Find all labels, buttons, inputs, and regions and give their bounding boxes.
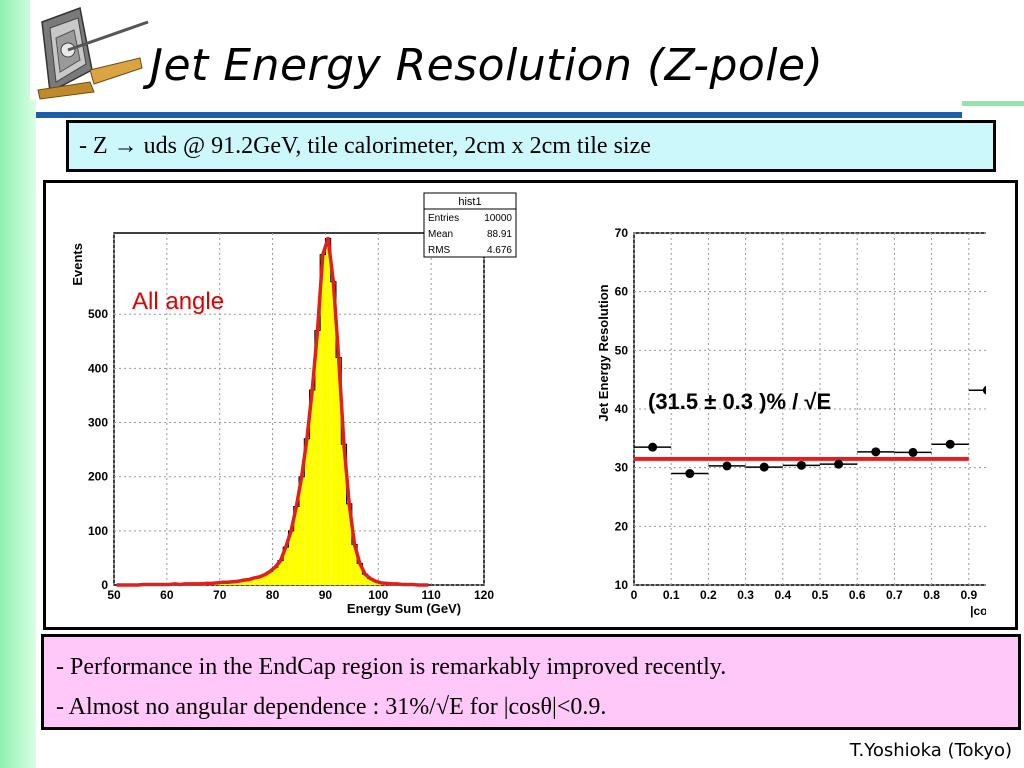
histogram-fit-curve — [116, 236, 429, 587]
histogram-bar — [304, 438, 310, 585]
stats-box — [423, 192, 517, 258]
stats-box-title: hist1 — [458, 196, 481, 208]
histogram-y-axis-label: Events — [70, 243, 85, 286]
detector-logo-image — [30, 0, 150, 100]
resolution-x-tick-label: 0.2 — [700, 588, 717, 602]
resolution-x-tick-label: 0.8 — [923, 588, 940, 602]
resolution-x-tick-label: 0.1 — [663, 588, 680, 602]
histogram-x-tick-label: 120 — [474, 588, 494, 602]
resolution-point — [685, 469, 695, 479]
resolution-y-tick-label: 30 — [615, 461, 629, 475]
resolution-vs-cos-chart: 00.10.20.30.40.50.60.70.80.9110203040506… — [596, 226, 986, 618]
histogram-y-tick-label: 200 — [88, 470, 108, 484]
histogram-bar — [293, 506, 299, 585]
resolution-y-tick-label: 50 — [615, 343, 629, 357]
histogram-bar — [314, 330, 321, 585]
histogram-bar — [251, 577, 257, 585]
resolution-point — [834, 459, 844, 469]
histogram-y-tick-label: 400 — [88, 361, 108, 375]
histogram-bar — [256, 576, 262, 585]
histogram-bar — [240, 580, 247, 585]
histogram-bar — [277, 560, 284, 585]
histogram-bar — [346, 503, 352, 585]
stats-box-label: Entries — [428, 213, 459, 224]
histogram-x-tick-label: 100 — [368, 588, 388, 602]
histogram-bar — [320, 254, 326, 585]
notes-box: - Performance in the EndCap region is re… — [41, 634, 1021, 730]
note-line-1: - Performance in the EndCap region is re… — [56, 654, 727, 680]
histogram-bar — [373, 581, 379, 585]
resolution-y-tick-label: 70 — [615, 226, 629, 240]
resolution-x-axis-label: |cosθ| — [970, 604, 986, 618]
histogram-y-tick-label: 0 — [101, 578, 108, 592]
resolution-point — [759, 462, 769, 472]
resolution-y-tick-label: 40 — [615, 402, 629, 416]
resolution-y-tick-label: 60 — [615, 285, 629, 299]
histogram-x-axis-label: Energy Sum (GeV) — [347, 601, 461, 616]
histogram-x-tick-label: 70 — [213, 588, 227, 602]
histogram-bar — [299, 476, 305, 585]
stats-box-value: 10000 — [484, 213, 512, 224]
histogram-bar — [267, 571, 273, 585]
histogram-x-tick-label: 110 — [421, 588, 441, 602]
stats-box-value: 4.676 — [487, 245, 512, 256]
histogram-x-tick-label: 80 — [266, 588, 280, 602]
resolution-x-tick-label: 0.7 — [886, 588, 903, 602]
author-credit: T.Yoshioka (Tokyo) — [849, 740, 1012, 761]
title-underline — [36, 112, 962, 118]
histogram-bar — [288, 530, 294, 585]
histogram-bar — [325, 238, 331, 585]
histogram-bar — [341, 444, 347, 585]
histogram-y-tick-label: 100 — [88, 524, 108, 538]
resolution-x-tick-label: 0 — [631, 588, 638, 602]
histogram-x-tick-label: 90 — [319, 588, 333, 602]
resolution-y-tick-label: 10 — [615, 578, 629, 592]
plots-frame: 50 60 70 80 90 100 110 120 0 100 200 300 400 500 Energ… — [43, 180, 1018, 630]
histogram-x-tick-label: 50 — [107, 588, 121, 602]
resolution-y-tick-label: 20 — [615, 519, 629, 533]
subtitle-box: - Z → uds @ 91.2GeV, tile calorimeter, 2… — [66, 120, 996, 172]
resolution-y-axis-label: Jet Energy Resolution — [596, 284, 611, 421]
histogram-x-tick-label: 60 — [160, 588, 174, 602]
histogram-bar — [367, 578, 373, 585]
resolution-x-tick-label: 0.3 — [737, 588, 754, 602]
resolution-point — [796, 460, 806, 470]
resolution-point — [908, 447, 918, 457]
histogram-bar — [336, 357, 342, 585]
histogram-bar — [330, 281, 336, 585]
resolution-annotation: (31.5 ± 0.3 )% / √E — [648, 389, 831, 414]
resolution-x-tick-label: 0.6 — [849, 588, 866, 602]
stats-box-label: RMS — [428, 245, 451, 256]
resolution-x-tick-label: 0.9 — [960, 588, 977, 602]
histogram-bar — [309, 390, 315, 585]
histogram-bar — [246, 579, 252, 585]
energy-histogram-chart: 50 60 70 80 90 100 110 120 0 100 200 300 400 500 Energ… — [70, 192, 517, 616]
histogram-bar — [272, 567, 278, 585]
histogram-annotation: All angle — [132, 288, 224, 315]
resolution-point — [945, 439, 955, 449]
resolution-x-tick-label: 0.4 — [774, 588, 791, 602]
left-decor-band — [0, 0, 36, 768]
histogram-bar — [283, 547, 289, 585]
histogram-bar — [362, 574, 368, 585]
histogram-y-tick-label: 500 — [88, 307, 108, 321]
resolution-x-tick-label: 0.5 — [812, 588, 829, 602]
note-line-2: - Almost no angular dependence : 31%/√E … — [56, 694, 607, 720]
histogram-bar — [357, 563, 363, 585]
title-underline-accent — [962, 101, 1024, 106]
resolution-point — [722, 461, 732, 471]
histogram-bar — [262, 574, 268, 585]
resolution-point — [648, 442, 658, 452]
histogram-bar — [235, 581, 241, 585]
resolution-point — [871, 447, 881, 457]
resolution-point — [982, 385, 986, 395]
stats-box-value: 88.91 — [487, 229, 512, 240]
histogram-y-tick-label: 300 — [88, 416, 108, 430]
subtitle-text: - Z → uds @ 91.2GeV, tile calorimeter, 2… — [79, 133, 651, 159]
slide-title: Jet Energy Resolution (Z-pole) — [150, 40, 824, 91]
stats-box-label: Mean — [428, 229, 453, 240]
histogram-bar — [351, 544, 358, 585]
